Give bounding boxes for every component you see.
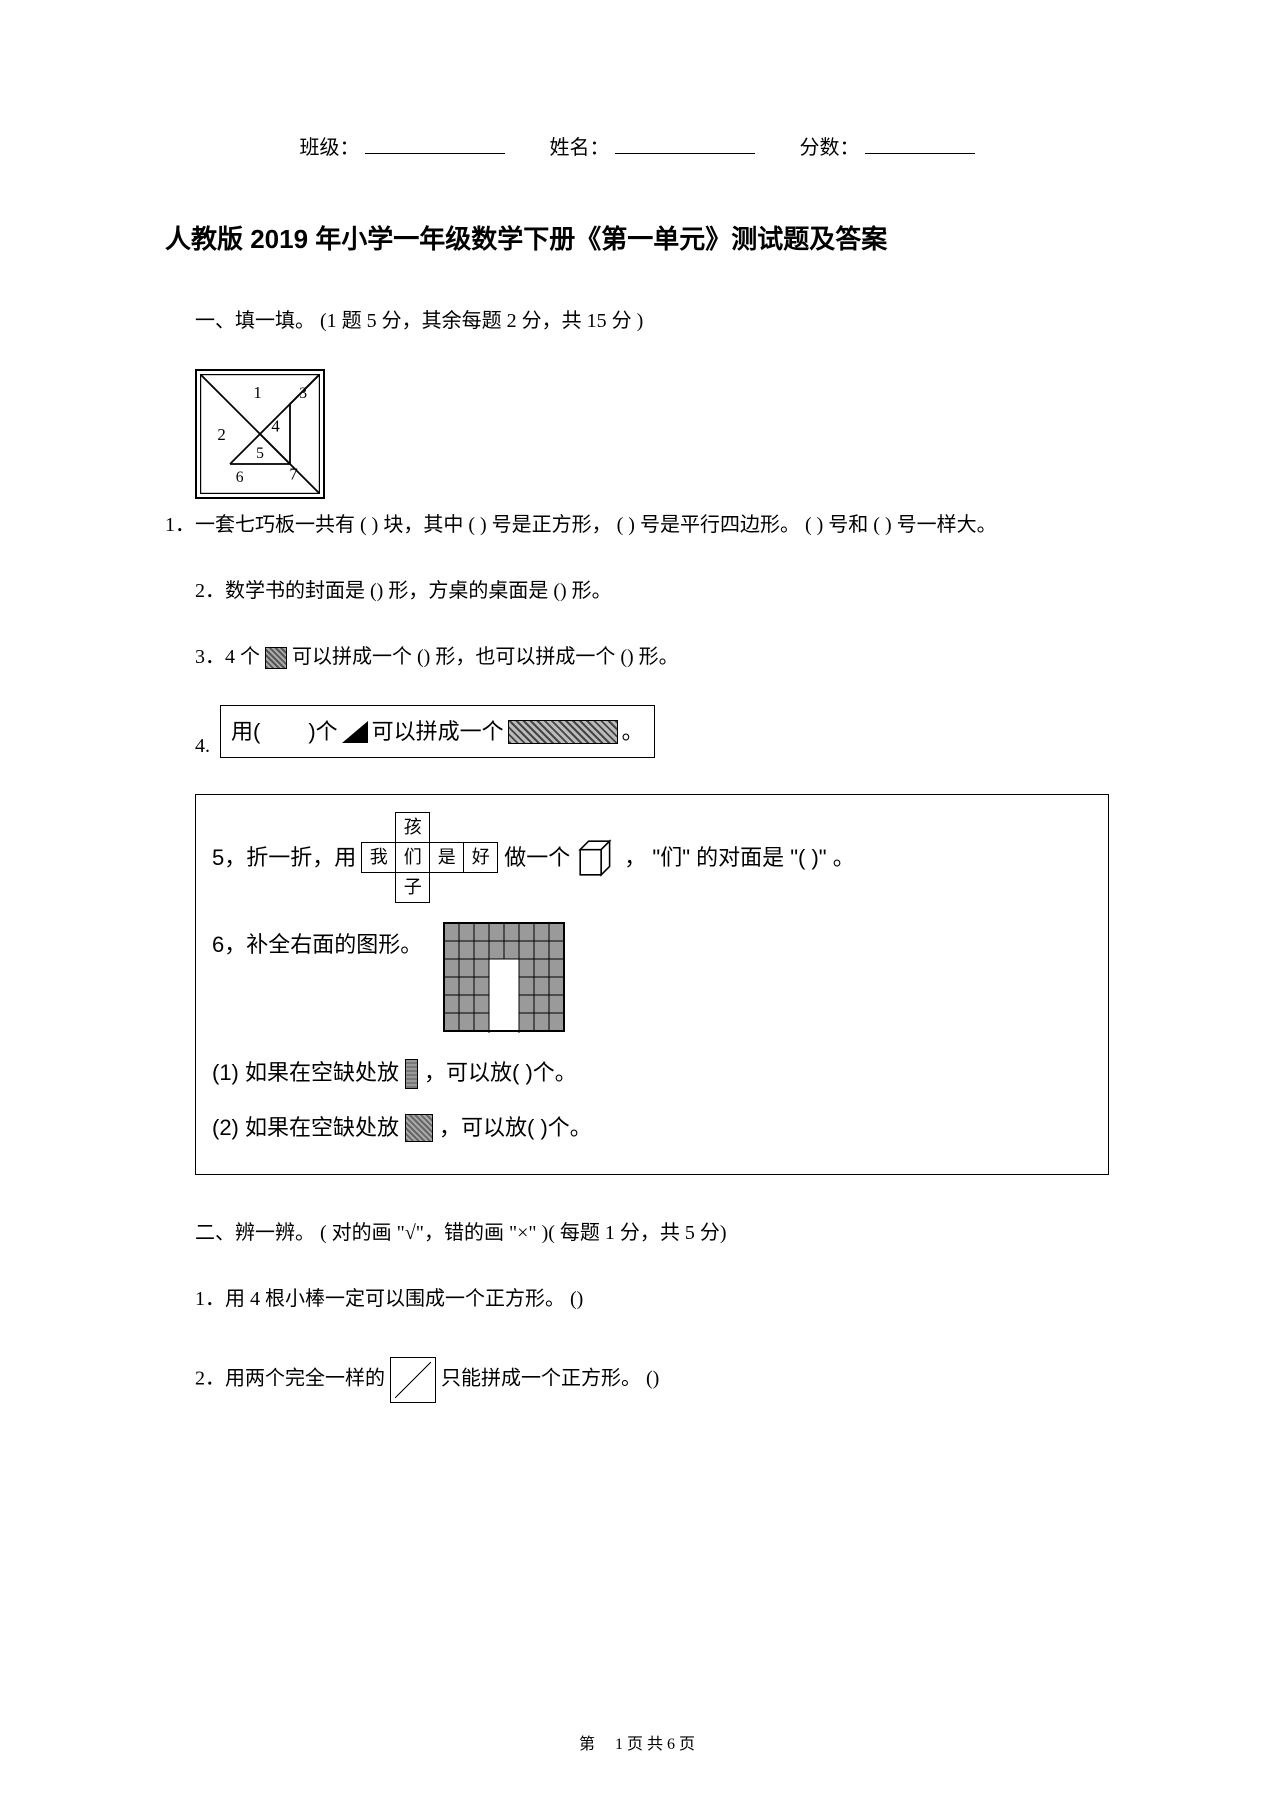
small-square-icon [265, 647, 287, 669]
cube-icon [576, 837, 618, 879]
q1-figure-row: 1 2 3 4 5 6 7 [195, 369, 1109, 499]
q4-num: 4. [195, 728, 210, 764]
class-input-line[interactable] [365, 132, 505, 154]
tangram-label-1: 1 [253, 383, 261, 402]
q6-1a: (1) 如果在空缺处放 [212, 1049, 399, 1097]
square-tile-icon [405, 1114, 433, 1142]
footer-a: 第 [579, 1736, 595, 1753]
section-2-heading: 二、辨一辨。 ( 对的画 "√"，错的画 "×" )( 每题 1 分，共 5 分… [195, 1215, 1109, 1251]
q4-d: 。 [622, 712, 644, 752]
q6-2b: ，可以放( )个。 [439, 1104, 592, 1152]
footer-b: 1 页 共 6 页 [615, 1736, 695, 1753]
net-m2: 是 [429, 842, 464, 873]
score-input-line[interactable] [865, 132, 975, 154]
q6-1b: ，可以放( )个。 [424, 1049, 577, 1097]
grid-figure [442, 921, 566, 1033]
patterned-rectangle-icon [508, 720, 618, 744]
q5-row: 5，折一折，用 孩 我 们 是 好 子 做一个 ， "们" 的对面是 "( )"… [212, 813, 1092, 903]
page-title: 人教版 2019 年小学一年级数学下册《第一单元》测试题及答案 [165, 216, 1109, 263]
q4-a: 用( [231, 712, 260, 752]
tangram-label-7: 7 [289, 464, 297, 483]
q5-b: 做一个 [504, 834, 570, 882]
triangle-solid-icon [342, 721, 368, 743]
q1-body: 一套七巧板一共有 ( ) 块，其中 ( ) 号是正方形， ( ) 号是平行四边形… [195, 514, 997, 536]
s2-q1: 1．用 4 根小棒一定可以围成一个正方形。 () [195, 1281, 1109, 1317]
q6-sub2: (2) 如果在空缺处放 ，可以放( )个。 [212, 1104, 1092, 1152]
tangram-svg: 1 2 3 4 5 6 7 [200, 374, 320, 494]
student-info-line: 班级： 姓名： 分数： [165, 130, 1109, 166]
name-label: 姓名： [550, 137, 610, 159]
q4-box: 用( )个 可以拼成一个 。 [220, 705, 655, 759]
q6-2a: (2) 如果在空缺处放 [212, 1104, 399, 1152]
tangram-label-5: 5 [256, 445, 264, 462]
name-input-line[interactable] [615, 132, 755, 154]
tangram-label-3: 3 [299, 385, 307, 402]
q3-a: 3．4 个 [195, 646, 265, 668]
s2-q2-a: 2．用两个完全一样的 [195, 1368, 390, 1390]
q2-text: 2．数学书的封面是 () 形，方桌的桌面是 () 形。 [195, 573, 1109, 609]
q5-q6-box: 5，折一折，用 孩 我 们 是 好 子 做一个 ， "们" 的对面是 "( )"… [195, 794, 1109, 1175]
q6-sub1: (1) 如果在空缺处放 ，可以放( )个。 [212, 1049, 1092, 1097]
q1-num: 1． [165, 514, 195, 536]
q3-b: 可以拼成一个 () 形，也可以拼成一个 () 形。 [292, 646, 679, 668]
class-label: 班级： [300, 137, 360, 159]
q4-row: 4. 用( )个 可以拼成一个 。 [195, 705, 1109, 765]
page: 班级： 姓名： 分数： 人教版 2019 年小学一年级数学下册《第一单元》测试题… [0, 0, 1274, 1493]
cube-net-table: 孩 我 们 是 好 子 [362, 813, 498, 903]
q5-a: 5，折一折，用 [212, 834, 356, 882]
q3-text: 3．4 个 可以拼成一个 () 形，也可以拼成一个 () 形。 [195, 639, 1109, 675]
q5-c: ， "们" 的对面是 "( )" 。 [624, 834, 854, 882]
page-footer: 第 1 页 共 6 页 [0, 1730, 1274, 1754]
net-m0: 我 [361, 842, 396, 873]
tangram-figure: 1 2 3 4 5 6 7 [195, 369, 325, 499]
score-label: 分数： [800, 137, 860, 159]
net-bot: 子 [395, 872, 430, 903]
s2-q2: 2．用两个完全一样的 只能拼成一个正方形。 () [195, 1357, 1109, 1403]
tangram-label-6: 6 [236, 469, 244, 486]
q1-text: 1．一套七巧板一共有 ( ) 块，其中 ( ) 号是正方形， ( ) 号是平行四… [165, 507, 1109, 543]
tangram-label-4: 4 [271, 416, 280, 435]
q4-c: 可以拼成一个 [372, 712, 504, 752]
tangram-label-2: 2 [217, 425, 225, 444]
triangle-in-square-icon [390, 1357, 436, 1403]
q6-label: 6，补全右面的图形。 [212, 921, 422, 969]
thin-rect-icon [405, 1059, 418, 1089]
section-1-heading: 一、填一填。 (1 题 5 分，其余每题 2 分，共 15 分 ) [195, 303, 1109, 339]
net-m3: 好 [463, 842, 498, 873]
s2-q2-b: 只能拼成一个正方形。 () [441, 1368, 659, 1390]
q6-row: 6，补全右面的图形。 [212, 921, 1092, 1033]
q4-b: )个 [308, 712, 337, 752]
